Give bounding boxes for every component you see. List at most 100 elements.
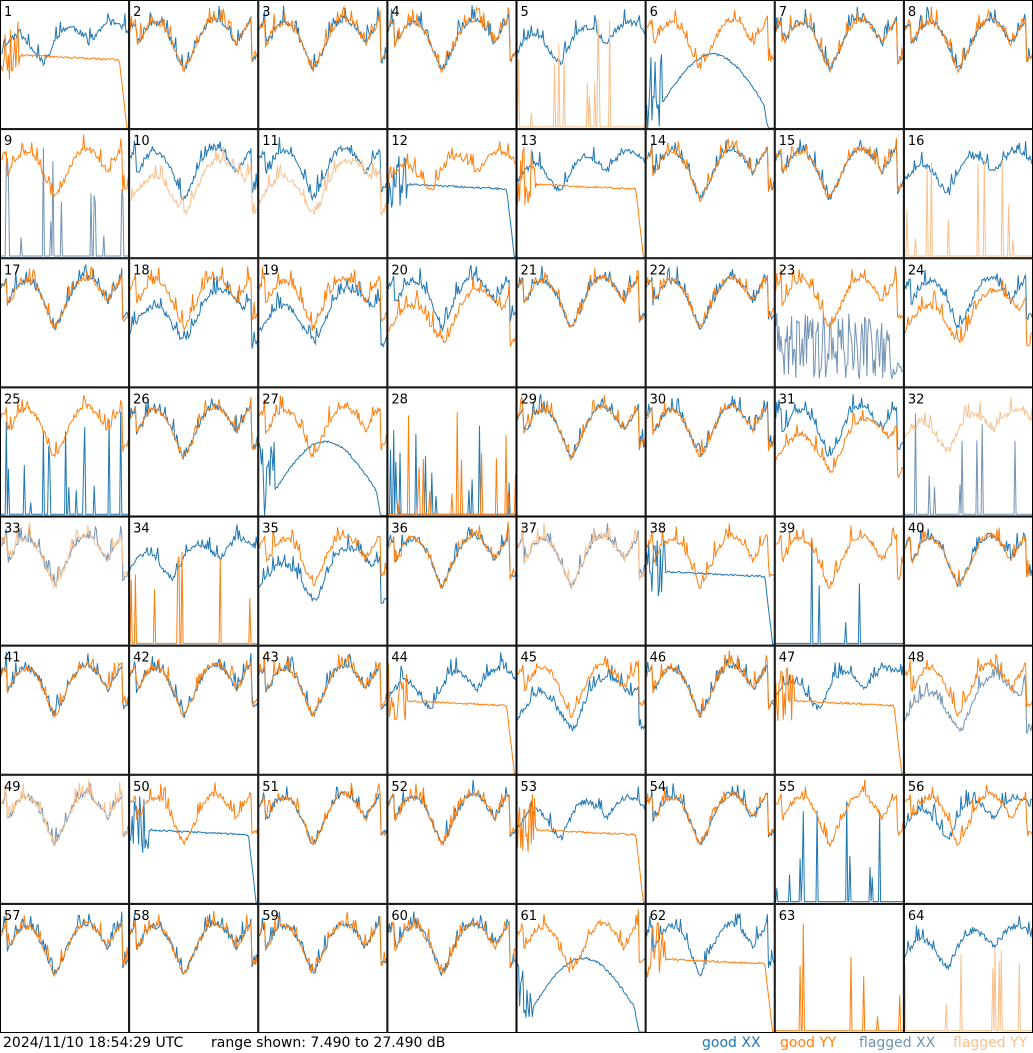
panel-frame <box>774 258 904 388</box>
panel-frame <box>645 258 775 388</box>
panel-label: 4 <box>391 5 399 20</box>
series-xx-panel-43 <box>258 653 387 718</box>
series-xx-panel-27 <box>258 440 387 516</box>
series-xx-panel-12 <box>387 156 516 258</box>
panel-frame <box>0 258 130 388</box>
panel-label: 23 <box>779 263 796 278</box>
series-xx-panel-8 <box>904 6 1033 71</box>
series-yy-panel-46 <box>646 650 775 719</box>
series-yy-panel-57 <box>0 914 129 978</box>
series-xx-panel-25 <box>1 411 129 515</box>
series-yy-panel-54 <box>646 786 775 845</box>
series-yy-panel-63 <box>775 923 903 1032</box>
series-yy-panel-30 <box>646 402 775 457</box>
series-yy-panel-58 <box>129 910 258 974</box>
series-yy-panel-28 <box>388 412 516 515</box>
panel-label: 53 <box>521 780 538 795</box>
series-yy-panel-15 <box>775 138 904 200</box>
legend-good-xx: good XX <box>702 1035 761 1051</box>
panel-label: 22 <box>650 263 667 278</box>
panel-label: 21 <box>521 263 538 278</box>
panel-frame <box>645 645 775 775</box>
series-xx-panel-39 <box>775 537 903 644</box>
series-yy-panel-35 <box>258 527 387 587</box>
legend-flagged-xx: flagged XX <box>859 1035 936 1051</box>
panel-12: 12 <box>387 129 517 259</box>
panel-11: 11 <box>258 129 388 259</box>
panel-frame <box>129 774 259 904</box>
panel-51: 51 <box>258 774 388 904</box>
panel-label: 43 <box>262 651 279 666</box>
series-yy-panel-51 <box>258 782 387 847</box>
panel-47: 47 <box>774 645 904 775</box>
series-yy-panel-37 <box>517 522 646 588</box>
panel-22: 22 <box>645 258 775 388</box>
panel-label: 51 <box>262 780 279 795</box>
panel-frame <box>258 903 388 1033</box>
panel-25: 25 <box>0 387 130 517</box>
panel-label: 58 <box>133 909 150 924</box>
panel-label: 33 <box>4 522 21 537</box>
series-xx-panel-54 <box>646 783 774 846</box>
panel-label: 41 <box>4 651 21 666</box>
panel-48: 48 <box>903 645 1033 775</box>
series-yy-panel-14 <box>646 138 775 202</box>
panel-label: 11 <box>262 134 279 149</box>
panel-frame <box>258 129 388 259</box>
panel-frame <box>774 387 904 517</box>
panel-frame <box>129 516 259 646</box>
panel-64: 64 <box>903 903 1033 1033</box>
series-yy-panel-40 <box>904 525 1033 587</box>
series-yy-panel-47 <box>775 667 903 775</box>
panel-45: 45 <box>516 645 646 775</box>
panel-40: 40 <box>903 516 1033 646</box>
series-yy-panel-27 <box>258 395 387 459</box>
panel-frame <box>387 903 517 1033</box>
panel-53: 53 <box>516 774 646 904</box>
series-yy-panel-22 <box>646 274 775 329</box>
panel-label: 42 <box>133 651 150 666</box>
series-yy-panel-62 <box>646 922 774 1033</box>
series-xx-panel-38 <box>646 540 774 646</box>
panel-label: 54 <box>650 780 667 795</box>
series-yy-panel-4 <box>387 6 516 74</box>
series-xx-panel-10 <box>129 140 258 202</box>
series-yy-panel-50 <box>129 782 258 846</box>
panel-label: 32 <box>908 392 925 407</box>
panel-frame <box>516 516 646 646</box>
series-xx-panel-64 <box>904 915 1033 971</box>
series-yy-panel-59 <box>259 911 387 974</box>
panel-27: 27 <box>258 387 388 517</box>
panel-63: 63 <box>774 903 904 1033</box>
series-yy-panel-39 <box>775 525 904 589</box>
series-yy-panel-45 <box>517 655 646 719</box>
panel-16: 16 <box>903 129 1033 259</box>
panel-frame <box>516 903 646 1033</box>
panel-6: 6 <box>645 0 775 130</box>
series-xx-panel-23 <box>775 312 904 380</box>
panel-49: 49 <box>0 774 130 904</box>
series-xx-panel-16 <box>904 141 1033 196</box>
panel-28: 28 <box>387 387 517 517</box>
series-yy-panel-32 <box>904 397 1033 454</box>
panel-50: 50 <box>129 774 259 904</box>
panel-label: 6 <box>650 5 658 20</box>
panel-label: 31 <box>779 392 796 407</box>
series-xx-panel-45 <box>517 665 646 732</box>
panel-frame <box>903 0 1033 130</box>
range-text: range shown: 7.490 to 27.490 dB <box>211 1035 446 1051</box>
panel-label: 30 <box>650 392 667 407</box>
series-xx-panel-1 <box>0 13 129 67</box>
panel-35: 35 <box>258 516 388 646</box>
series-yy-panel-49 <box>0 779 129 847</box>
series-yy-panel-31 <box>775 409 904 479</box>
panel-62: 62 <box>645 903 775 1033</box>
series-xx-panel-6 <box>646 52 774 129</box>
series-yy-panel-64 <box>904 947 1032 1032</box>
series-xx-panel-19 <box>258 278 387 348</box>
series-yy-panel-33 <box>0 522 129 589</box>
panel-label: 12 <box>391 134 408 149</box>
series-yy-panel-6 <box>646 9 775 70</box>
panel-label: 7 <box>779 5 787 20</box>
panel-label: 40 <box>908 522 925 537</box>
